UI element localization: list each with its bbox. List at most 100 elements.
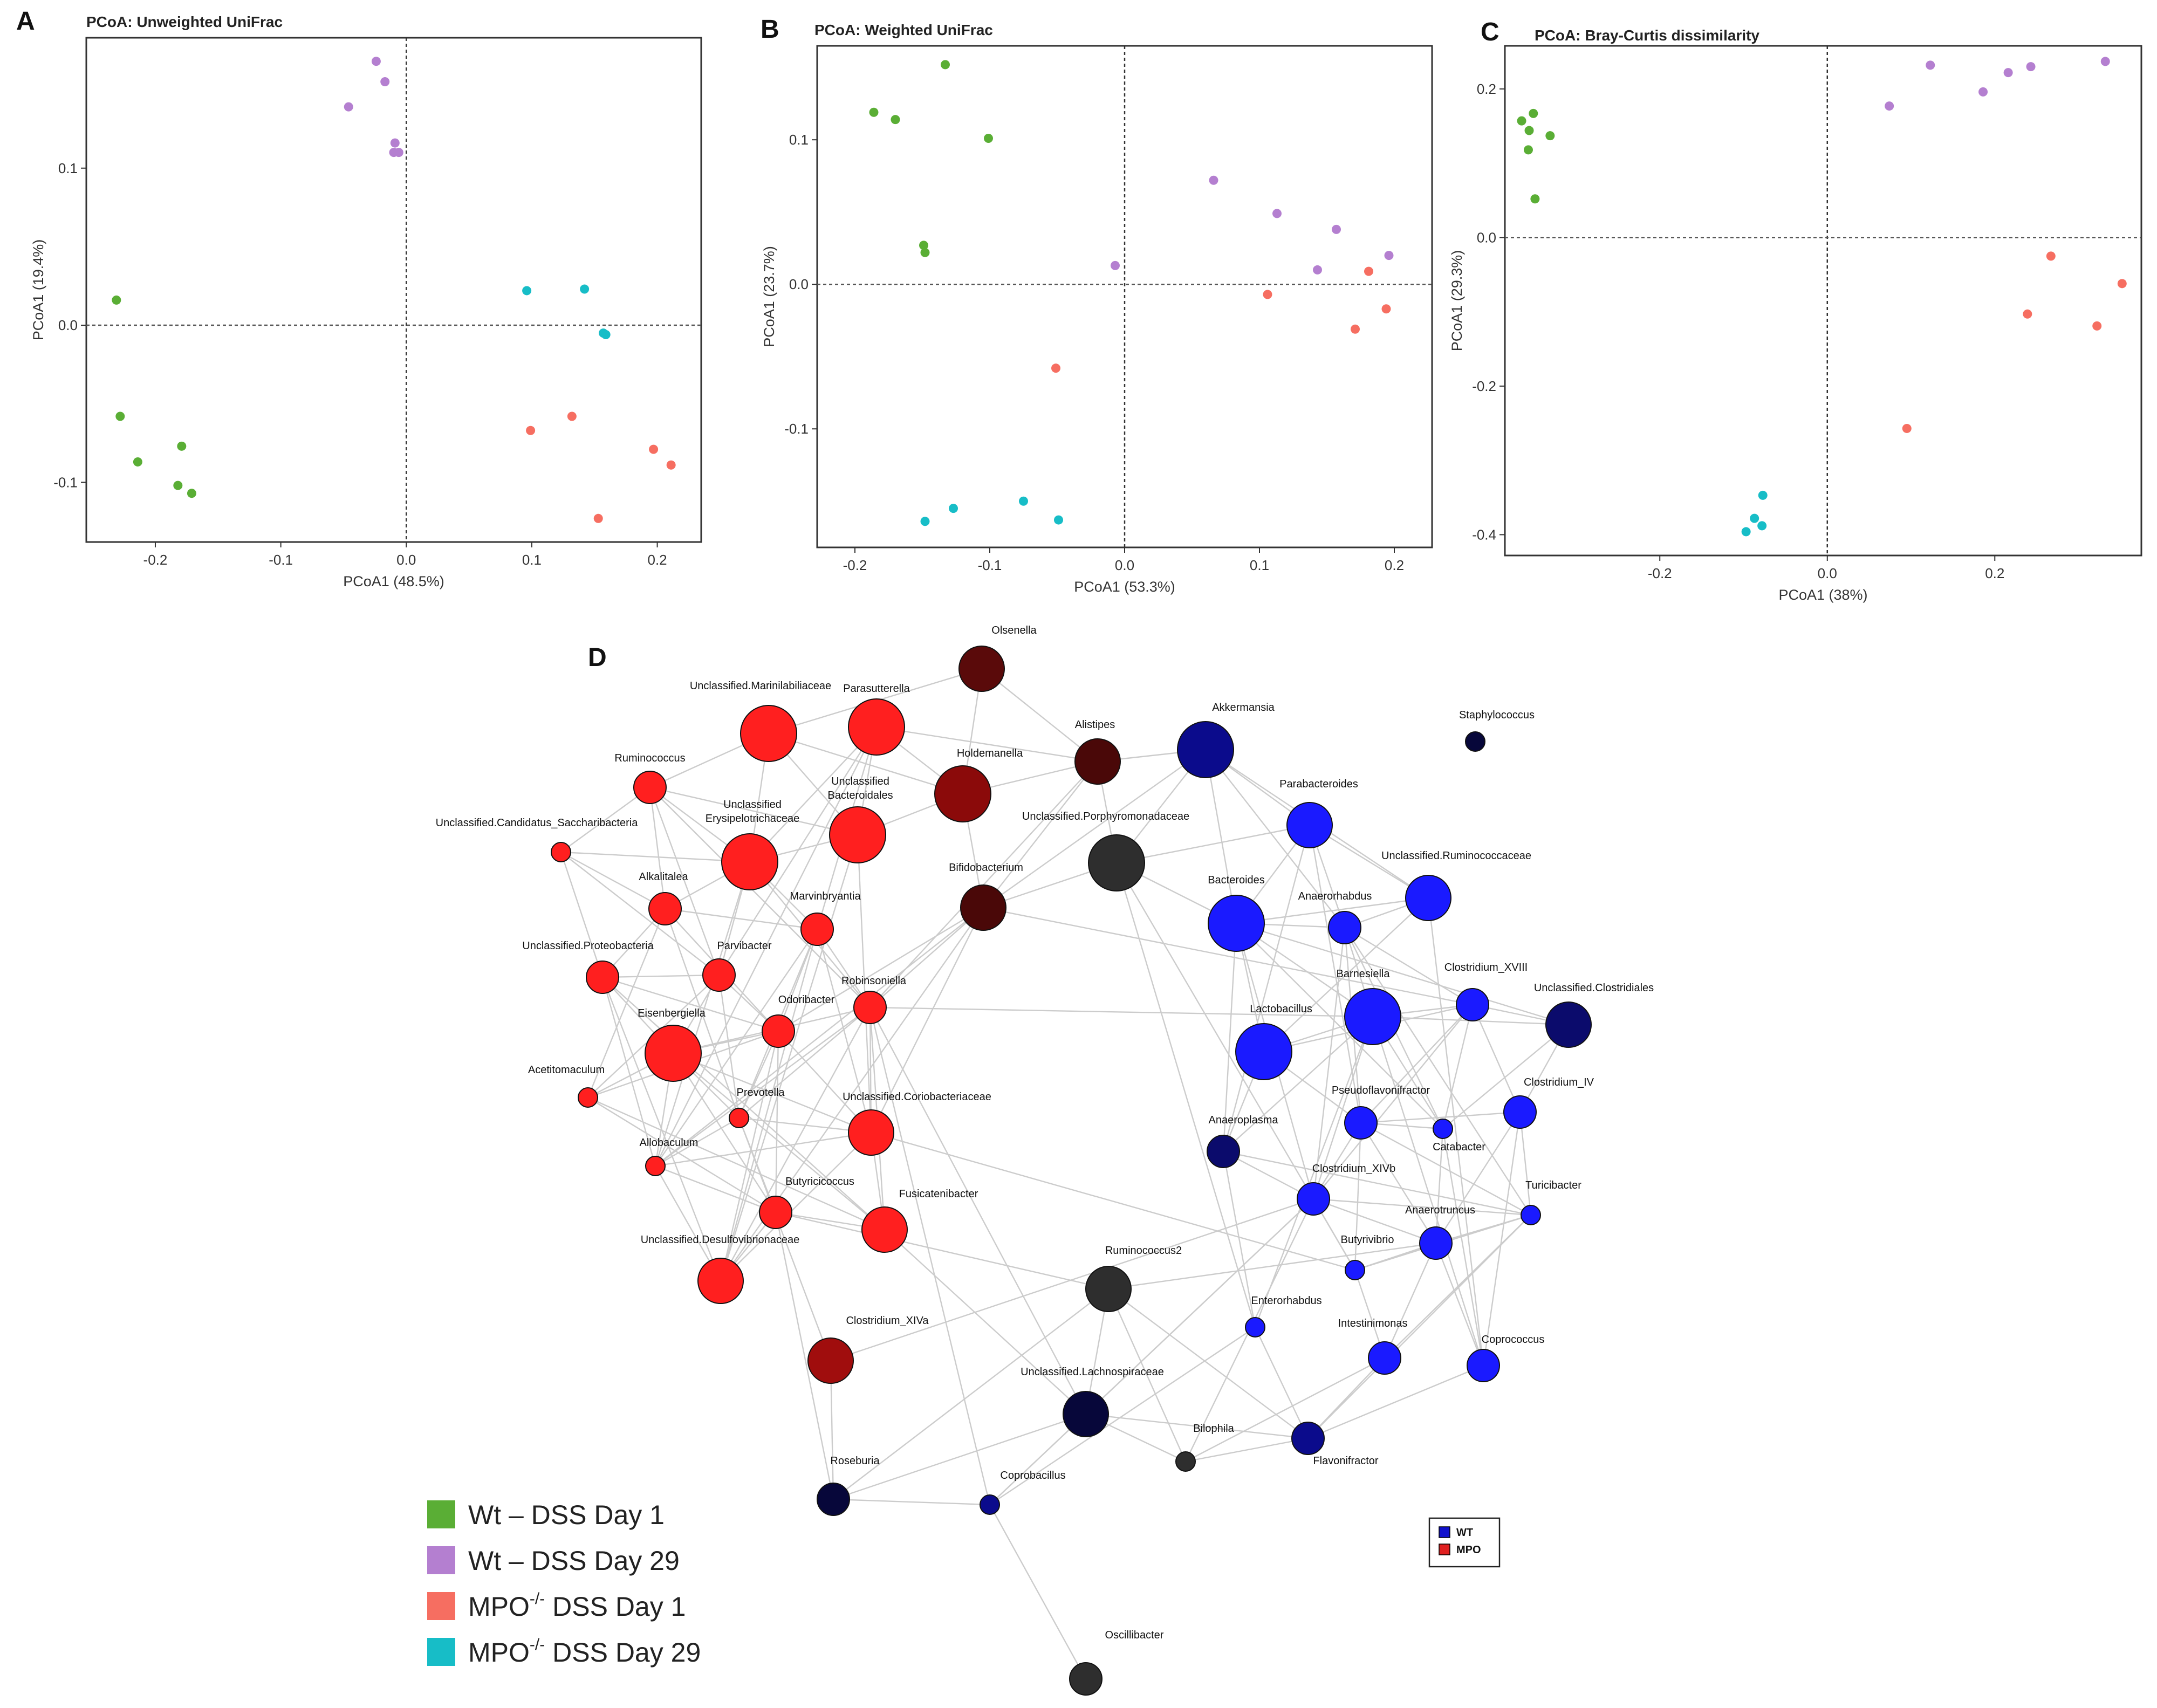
network-edge [775, 1212, 834, 1500]
panel-letter-d: D [588, 643, 607, 672]
node-circle [1177, 721, 1234, 778]
node-circle [807, 1337, 854, 1384]
node-label: Prevotella [737, 1087, 785, 1099]
network-edge [649, 787, 871, 1008]
network-edge [718, 726, 878, 976]
node-circle [1465, 731, 1485, 752]
network-edge [1236, 923, 1443, 1129]
node-circle [645, 1156, 666, 1176]
network-edge [587, 1096, 776, 1213]
node-circle [1503, 1095, 1537, 1129]
y-tick-label: -0.2 [1472, 378, 1496, 394]
network-nodes: Olsenella Unclassified.Marinilabiliaceae P… [436, 625, 1654, 1696]
network-node: Unclassified.Ruminococcaceae [1381, 850, 1531, 921]
network-edge [1222, 1151, 1256, 1328]
node-label: Lactobacillus [1250, 1003, 1312, 1015]
network-edge [1312, 1016, 1374, 1199]
y-tick-label: -0.1 [53, 474, 78, 490]
network-edge [1236, 897, 1429, 924]
data-point-mpo-day29 [1757, 521, 1767, 531]
data-point-wt-day1 [891, 115, 900, 125]
legend-item: MPO-/- DSS Day 29 [427, 1636, 701, 1668]
network-edge [1223, 1150, 1314, 1200]
node-circle [729, 1108, 749, 1128]
group-legend-box [1428, 1517, 1501, 1568]
network-node: Alistipes [1074, 719, 1121, 785]
data-point-mpo-day29 [949, 504, 958, 513]
network-node: Unclassified.Proteobacteria [522, 940, 654, 994]
node-circle [648, 892, 682, 925]
node-label: Barnesiella [1337, 968, 1391, 980]
node-circle [1344, 988, 1401, 1045]
data-point-mpo-day1 [1263, 290, 1272, 299]
network-edge [1116, 824, 1310, 864]
x-tick-label: 0.2 [647, 552, 667, 568]
network-edge [672, 1053, 777, 1213]
network-node: Coprobacillus [980, 1470, 1066, 1515]
y-axis-label: PCoA1 (23.7%) [761, 246, 777, 347]
node-label: Anaeroplasma [1209, 1114, 1279, 1126]
network-edge [1442, 1024, 1569, 1129]
node-label: Clostridium_XIVa [846, 1315, 929, 1327]
network-edge [655, 1007, 871, 1167]
data-point-mpo-day1 [593, 513, 603, 523]
data-point-mpo-day29 [920, 517, 930, 526]
node-label: Coprococcus [1482, 1334, 1545, 1346]
data-point-wt-day1 [115, 411, 125, 421]
plot-frame [85, 37, 702, 543]
node-label: Acetitomaculum [528, 1064, 605, 1076]
data-point-mpo-day29 [1019, 496, 1028, 506]
data-point-mpo-day1 [649, 444, 659, 454]
data-point-wt-day29 [394, 148, 403, 157]
legend-item: MPO-/- DSS Day 1 [427, 1590, 686, 1622]
data-point-mpo-day1 [1364, 266, 1373, 276]
node-label: Bacteroides [1208, 874, 1265, 886]
y-tick-label: -0.4 [1472, 526, 1496, 543]
network-edge [1307, 1357, 1385, 1439]
node-label: Unclassified Erysipelotrichaceae [706, 799, 800, 825]
network-node: Unclassified.Desulfovibrionaceae [641, 1234, 800, 1304]
legend-label: MPO-/- DSS Day 1 [468, 1590, 686, 1622]
data-point-mpo-day29 [1054, 515, 1063, 525]
y-axis-label: PCoA1 (29.3%) [1449, 250, 1465, 352]
pcoa-panel-c: C PCoA: Bray-Curtis dissimilarity -0.2 0.0 0… [1449, 18, 2142, 603]
x-tick-label: 0.2 [1385, 557, 1404, 573]
x-axis-label: PCoA1 (53.3%) [1074, 579, 1175, 595]
y-tick-label: -0.1 [784, 421, 809, 437]
data-point-wt-day1 [1545, 131, 1555, 141]
panel-letter: A [16, 7, 35, 36]
legend-swatch [427, 1592, 455, 1620]
legend-label: Wt – DSS Day 1 [468, 1500, 665, 1530]
data-point-mpo-day29 [1741, 527, 1751, 537]
network-node: Eisenbergiella [638, 1007, 706, 1082]
network-edge [869, 1007, 1087, 1415]
network-node: Ruminococcus2 [1085, 1245, 1182, 1312]
network-node: Ruminococcus [614, 752, 686, 804]
network-edge [673, 1053, 885, 1230]
node-circle [800, 913, 834, 946]
node-label: Unclassified.Candidatus_Saccharibacteria [436, 817, 639, 829]
network-edge [1313, 1198, 1436, 1244]
network-edge [869, 1007, 991, 1505]
node-label: Butyricicoccus [785, 1176, 854, 1188]
node-circle [1286, 802, 1333, 848]
node-label: Akkermansia [1212, 702, 1275, 714]
node-circle [702, 958, 736, 992]
data-point-mpo-day29 [601, 330, 611, 340]
network-edge [720, 1031, 779, 1281]
network-edge [816, 929, 872, 1133]
network-node: Bifidobacterium [949, 862, 1023, 931]
data-point-mpo-day29 [522, 286, 532, 296]
x-tick-label: 0.0 [1115, 557, 1134, 573]
network-edge [1115, 862, 1256, 1328]
network-edge [1442, 1128, 1484, 1366]
network-node: Fusicatenibacter [861, 1188, 978, 1253]
network-node: Catabacter [1433, 1119, 1485, 1153]
network-edge [1360, 1122, 1531, 1216]
data-point-mpo-day1 [1351, 324, 1360, 334]
network-edge [1427, 897, 1484, 1366]
network-edge [871, 1131, 1355, 1271]
data-point-wt-day1 [173, 481, 183, 490]
node-label: Unclassified.Desulfovibrionaceae [641, 1234, 800, 1246]
network-edge [1107, 1288, 1187, 1462]
